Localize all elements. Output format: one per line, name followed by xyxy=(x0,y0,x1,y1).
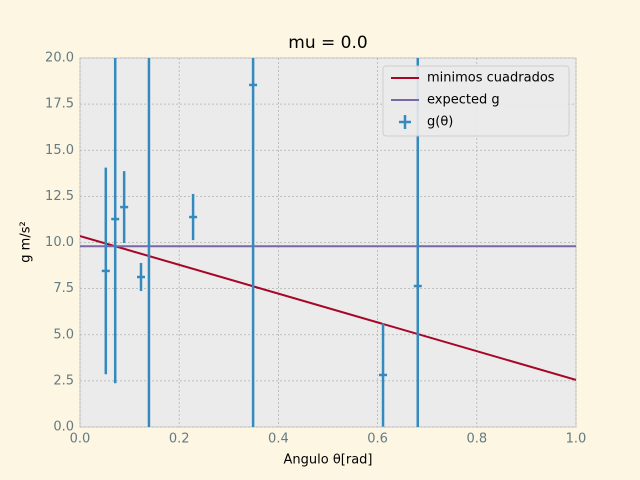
y-tick-label: 15.0 xyxy=(45,143,74,158)
x-tick-label: 0.6 xyxy=(367,432,388,447)
y-tick-label: 0.0 xyxy=(53,420,74,435)
legend-label: g(θ) xyxy=(427,115,453,130)
legend-label: expected g xyxy=(427,93,500,108)
x-tick-label: 0.8 xyxy=(466,432,487,447)
x-tick-label: 0.0 xyxy=(70,432,91,447)
y-tick-label: 5.0 xyxy=(53,327,74,342)
y-tick-label: 12.5 xyxy=(45,189,74,204)
x-axis-label: Angulo θ[rad] xyxy=(284,453,373,468)
legend-label: minimos cuadrados xyxy=(427,71,555,86)
y-axis-label: g m/s² xyxy=(19,221,34,262)
y-tick-label: 2.5 xyxy=(53,373,74,388)
legend-box xyxy=(382,65,570,137)
x-tick-label: 0.2 xyxy=(169,432,190,447)
x-tick-label: 1.0 xyxy=(566,432,587,447)
fit-line xyxy=(80,235,576,381)
y-tick-label: 10.0 xyxy=(45,235,74,250)
y-tick-label: 7.5 xyxy=(53,281,74,296)
y-tick-label: 17.5 xyxy=(45,97,74,112)
chart-title: mu = 0.0 xyxy=(288,33,367,53)
y-tick-label: 20.0 xyxy=(45,51,74,66)
x-tick-label: 0.4 xyxy=(268,432,289,447)
